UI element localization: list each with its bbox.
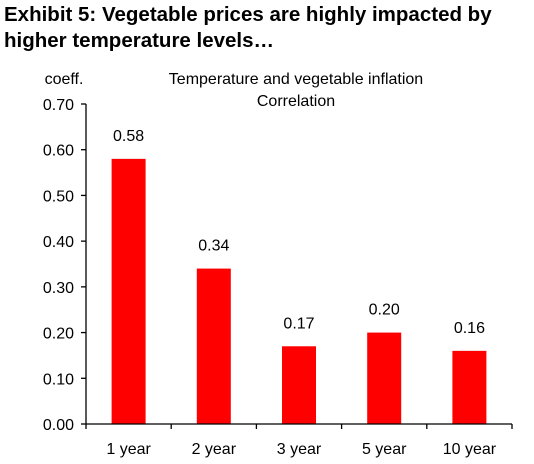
x-tick-label: 10 year — [443, 441, 497, 458]
data-label: 0.17 — [283, 315, 314, 332]
y-tick-label: 0.60 — [43, 143, 74, 160]
chart-title: Temperature and vegetable inflation — [169, 71, 423, 88]
y-tick-label: 0.30 — [43, 280, 74, 297]
bar-10-year — [452, 350, 487, 424]
data-labels-group: 0.58 0.34 0.17 0.20 0.16 — [113, 128, 485, 337]
chart-subtitle: Correlation — [257, 93, 335, 110]
bars-group — [111, 158, 487, 424]
y-axis: 0.00 0.10 0.20 0.30 0.40 0.50 0.60 0.70 — [43, 97, 87, 434]
x-axis: 1 year 2 year 3 year 5 year 10 year — [85, 423, 513, 458]
x-tick-label: 2 year — [192, 441, 237, 458]
bar-2-year — [196, 268, 231, 424]
y-tick-label: 0.50 — [43, 188, 74, 205]
y-tick-label: 0.70 — [43, 97, 74, 114]
x-tick-label: 5 year — [362, 441, 407, 458]
bar-3-year — [282, 346, 316, 424]
exhibit-title: Exhibit 5: Vegetable prices are highly i… — [4, 3, 492, 52]
y-tick-label: 0.20 — [43, 326, 74, 343]
data-label: 0.20 — [369, 302, 400, 319]
data-label: 0.34 — [198, 238, 229, 255]
data-label: 0.58 — [113, 128, 144, 145]
bar-1-year — [111, 158, 146, 424]
data-label: 0.16 — [454, 320, 485, 337]
x-tick-label: 3 year — [277, 441, 322, 458]
y-axis-label: coeff. — [45, 71, 84, 88]
y-tick-label: 0.00 — [43, 417, 74, 434]
x-tick-label: 1 year — [106, 441, 151, 458]
y-tick-label: 0.10 — [43, 371, 74, 388]
bar-5-year — [367, 332, 402, 424]
y-tick-label: 0.40 — [43, 234, 74, 251]
